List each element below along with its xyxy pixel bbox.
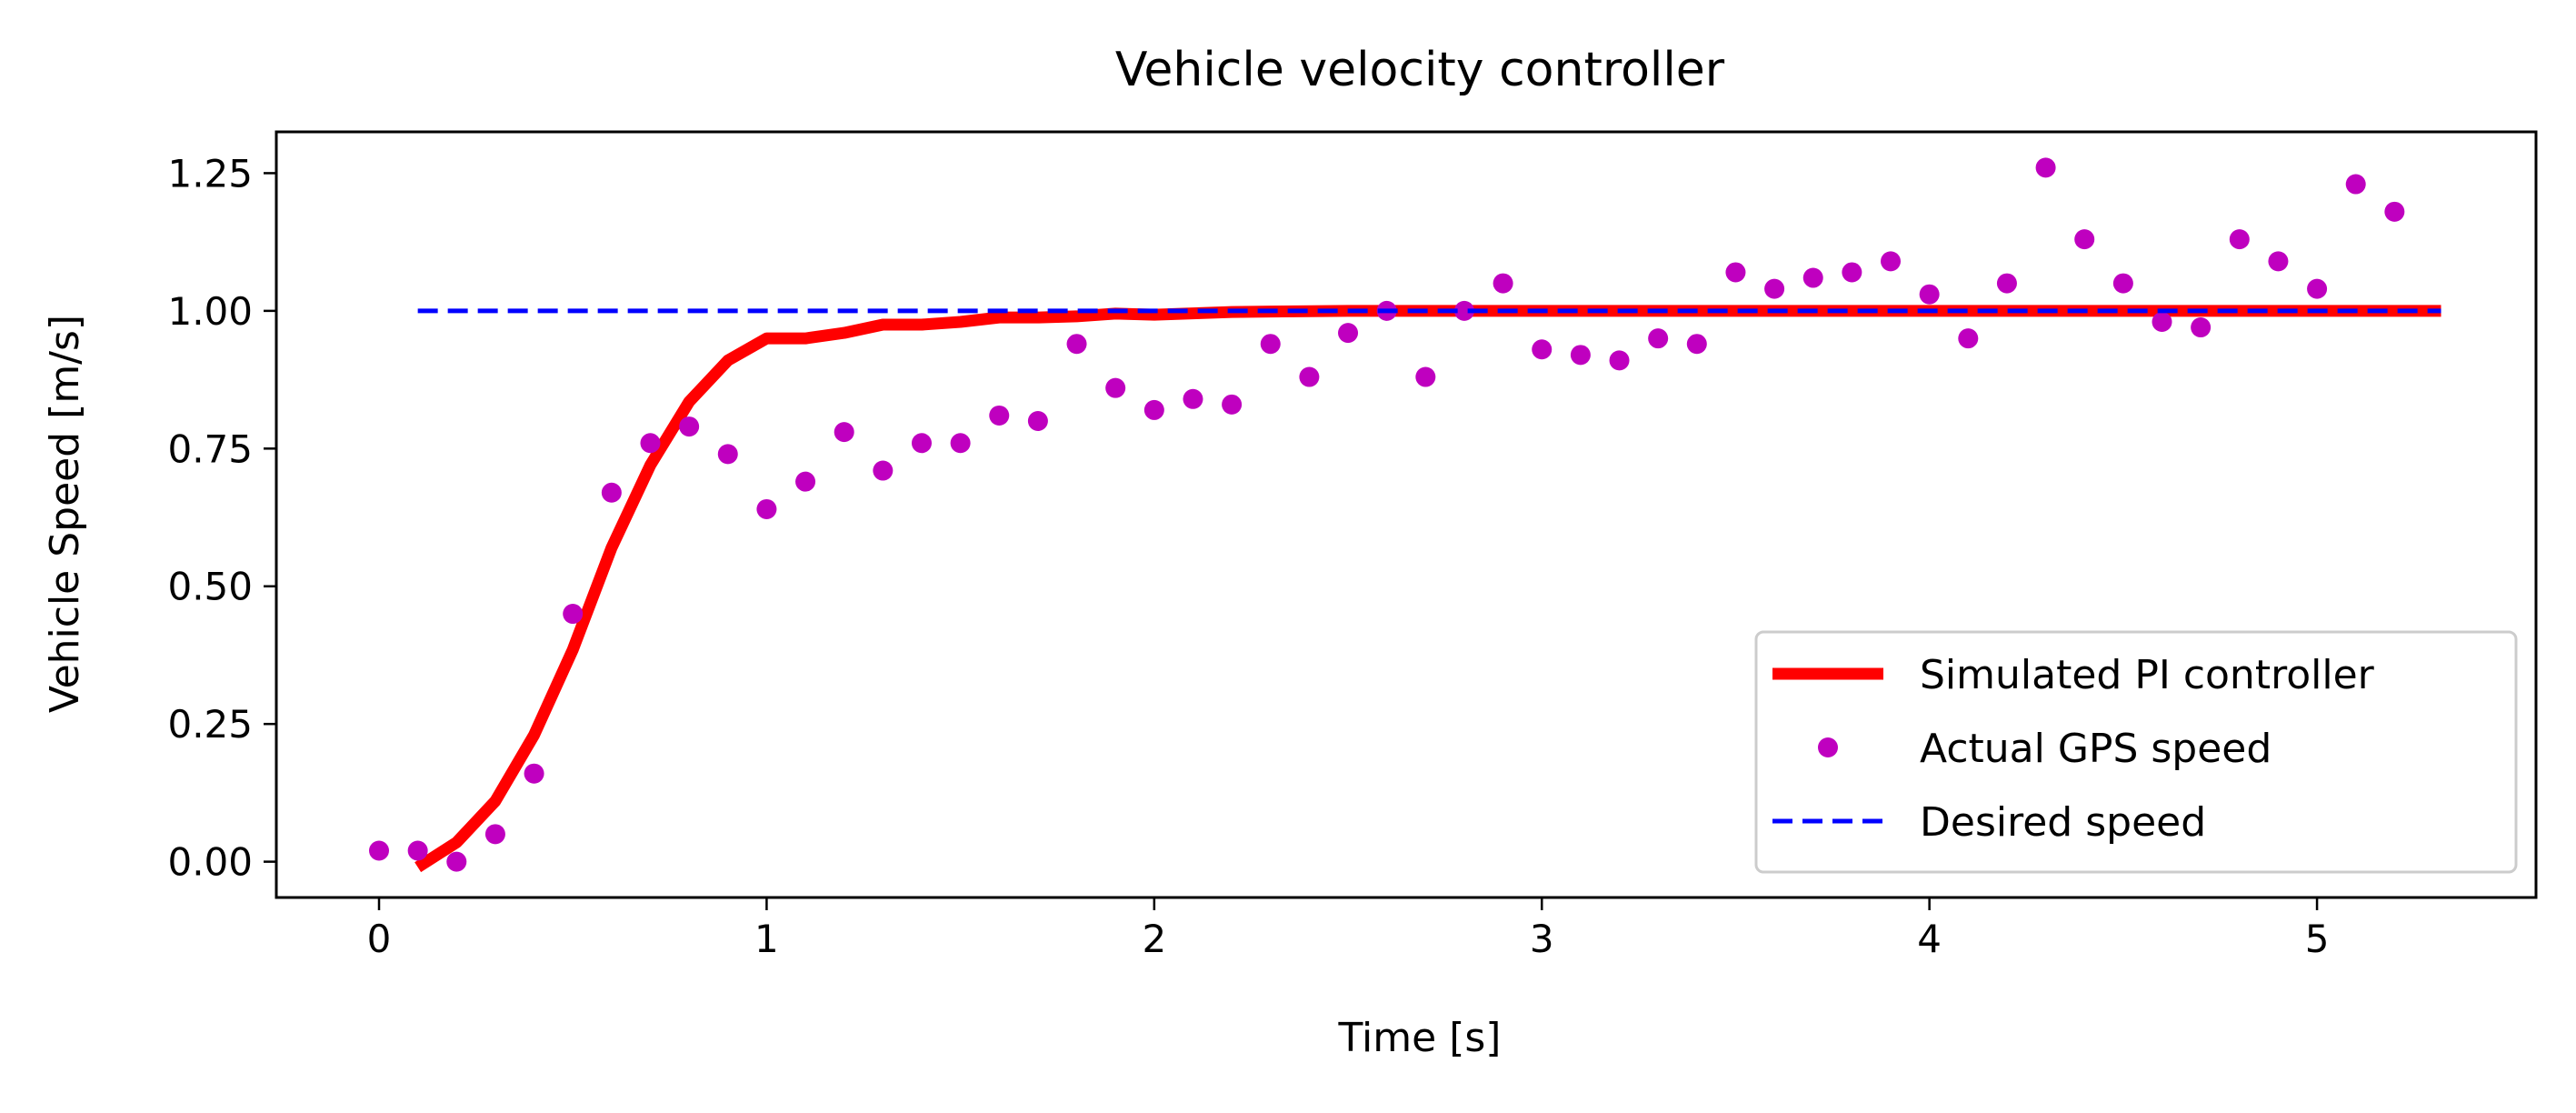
- series-gps-point: [2384, 201, 2405, 222]
- series-gps-point: [484, 824, 505, 845]
- series-gps-point: [1996, 273, 2017, 294]
- series-gps-point: [446, 851, 467, 872]
- legend-label: Simulated PI controller: [1920, 652, 2375, 698]
- legend-label: Actual GPS speed: [1920, 726, 2271, 772]
- series-gps-point: [795, 471, 816, 492]
- chart-title: Vehicle velocity controller: [1115, 43, 1725, 97]
- x-tick-label: 4: [1917, 917, 1942, 961]
- series-gps-point: [873, 460, 894, 481]
- series-gps-point: [2074, 229, 2095, 250]
- plot-area: 0 1 2 3 4 5 0.00 0.25 0.50 0.75 1.00 1.25: [167, 130, 2538, 961]
- series-gps-point: [2229, 229, 2250, 250]
- series-gps-point: [1183, 388, 1203, 409]
- series-gps-point: [1493, 273, 1513, 294]
- axes-frame: [275, 130, 2538, 899]
- series-gps-point: [756, 498, 777, 519]
- series-gps-point: [717, 444, 738, 465]
- series-gps-point: [1764, 278, 1785, 299]
- x-tick-label: 1: [754, 917, 779, 961]
- series-gps-point: [1027, 411, 1048, 432]
- x-tick-label: 3: [1530, 917, 1554, 961]
- series-gps-point: [1260, 334, 1281, 355]
- series-gps-point: [601, 482, 622, 503]
- series-gps-point: [1338, 323, 1359, 344]
- y-tick-label: 1.00: [167, 289, 253, 334]
- series-gps-point: [1609, 350, 1630, 371]
- series-gps-point: [1299, 366, 1320, 387]
- series-gps-point: [407, 840, 428, 861]
- legend-label: Desired speed: [1920, 799, 2206, 846]
- series-gps-point: [1842, 262, 1862, 283]
- series-gps-point: [989, 405, 1010, 426]
- x-tick-label: 5: [2305, 917, 2330, 961]
- series-gps-point: [950, 433, 971, 454]
- series-gps-point: [1881, 251, 1902, 272]
- series-gps-point: [834, 422, 854, 443]
- y-tick-label: 0.00: [167, 840, 253, 885]
- legend: Simulated PI controller Actual GPS speed D…: [1754, 630, 2518, 874]
- series-gps-point: [2112, 273, 2133, 294]
- series-gps-point: [2268, 251, 2289, 272]
- x-tick-label: 2: [1142, 917, 1166, 961]
- series-gps-point: [679, 416, 700, 437]
- series-gps-point: [1802, 267, 1823, 288]
- series-gps-point: [1105, 377, 1126, 398]
- y-axis-label: Vehicle Speed [m/s]: [42, 315, 88, 713]
- y-tick-label: 0.75: [167, 426, 253, 471]
- series-gps-point: [1725, 262, 1746, 283]
- series-gps-point: [1222, 394, 1243, 415]
- legend-swatch-marker: [1818, 737, 1838, 757]
- y-tick-label: 0.25: [167, 702, 253, 747]
- series-gps-point: [2035, 157, 2056, 178]
- series-gps-point: [1648, 328, 1669, 349]
- series-gps-point: [524, 763, 544, 784]
- series-gps-point: [2152, 311, 2172, 332]
- series-gps-point: [563, 604, 584, 625]
- x-tick-label: 0: [367, 917, 392, 961]
- series-gps-point: [2307, 278, 2328, 299]
- series-gps-point: [2345, 174, 2366, 195]
- series-gps-point: [1570, 345, 1591, 366]
- y-tick-label: 0.50: [167, 565, 253, 609]
- series-gps-point: [1453, 300, 1474, 321]
- y-tick-label: 1.25: [167, 151, 253, 196]
- series-gps-point: [1919, 284, 1940, 305]
- series-gps-point: [911, 433, 932, 454]
- series-gps-point: [1532, 339, 1553, 360]
- series-gps-point: [1958, 328, 1979, 349]
- series-gps-point: [1066, 334, 1087, 355]
- series-gps-point: [1686, 334, 1707, 355]
- legend-box: [1754, 630, 2518, 874]
- series-gps-point: [1143, 399, 1164, 420]
- series-gps-point: [1415, 366, 1436, 387]
- series-gps-point: [369, 840, 389, 861]
- x-axis-label: Time [s]: [1338, 1015, 1502, 1061]
- series-pi-controller-line: [414, 305, 2441, 873]
- series-gps-point: [2191, 317, 2212, 338]
- series-gps-point: [640, 433, 661, 454]
